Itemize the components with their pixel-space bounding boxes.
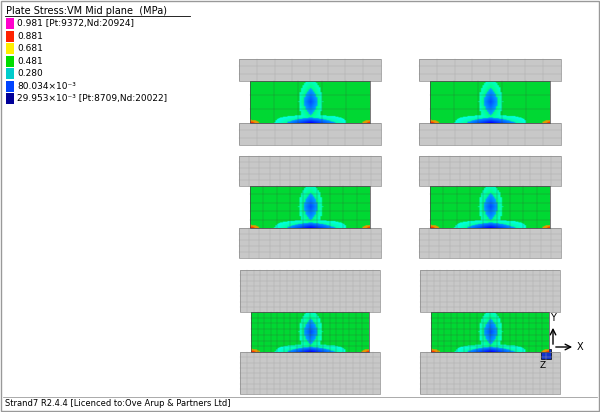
Text: Strand7 R2.4.4 [Licenced to:Ove Arup & Partners Ltd]: Strand7 R2.4.4 [Licenced to:Ove Arup & P… <box>5 398 230 407</box>
Bar <box>419 228 561 258</box>
Bar <box>421 270 560 312</box>
Bar <box>421 352 560 394</box>
Bar <box>6 56 14 66</box>
Bar <box>431 312 549 352</box>
Bar <box>421 352 560 394</box>
Bar <box>419 156 561 186</box>
Text: Y: Y <box>550 313 556 323</box>
Bar <box>419 156 561 186</box>
Bar <box>419 123 561 145</box>
Bar <box>421 270 560 312</box>
Bar <box>239 228 381 258</box>
Bar <box>241 352 380 394</box>
Bar <box>6 80 14 91</box>
Bar <box>6 68 14 79</box>
Bar <box>239 228 381 258</box>
Bar <box>250 81 370 123</box>
Bar <box>239 123 381 145</box>
Bar <box>430 81 550 123</box>
Text: 0.681: 0.681 <box>17 44 43 53</box>
Bar <box>419 123 561 145</box>
Text: 0.280: 0.280 <box>17 69 43 78</box>
Bar <box>239 156 381 186</box>
Text: 0.481: 0.481 <box>17 56 43 66</box>
Bar <box>239 59 381 81</box>
Text: 0.881: 0.881 <box>17 31 43 40</box>
Bar <box>419 228 561 258</box>
Bar <box>239 59 381 81</box>
Text: X: X <box>577 342 584 352</box>
Bar <box>419 59 561 81</box>
Bar <box>241 352 380 394</box>
Bar <box>6 43 14 54</box>
Bar <box>241 270 380 312</box>
Bar <box>6 18 14 29</box>
Bar <box>239 123 381 145</box>
Text: Z: Z <box>540 361 546 370</box>
Bar <box>430 186 550 228</box>
Bar <box>241 270 380 312</box>
Bar <box>6 30 14 42</box>
Bar <box>239 156 381 186</box>
Text: 29.953×10⁻³ [Pt:8709,Nd:20022]: 29.953×10⁻³ [Pt:8709,Nd:20022] <box>17 94 167 103</box>
Bar <box>251 312 369 352</box>
Text: 0.981 [Pt:9372,Nd:20924]: 0.981 [Pt:9372,Nd:20924] <box>17 19 134 28</box>
Bar <box>541 349 551 359</box>
Text: Plate Stress:VM Mid plane  (MPa): Plate Stress:VM Mid plane (MPa) <box>6 6 167 16</box>
Text: 80.034×10⁻³: 80.034×10⁻³ <box>17 82 76 91</box>
Bar <box>250 186 370 228</box>
Bar <box>6 93 14 104</box>
Bar <box>419 59 561 81</box>
